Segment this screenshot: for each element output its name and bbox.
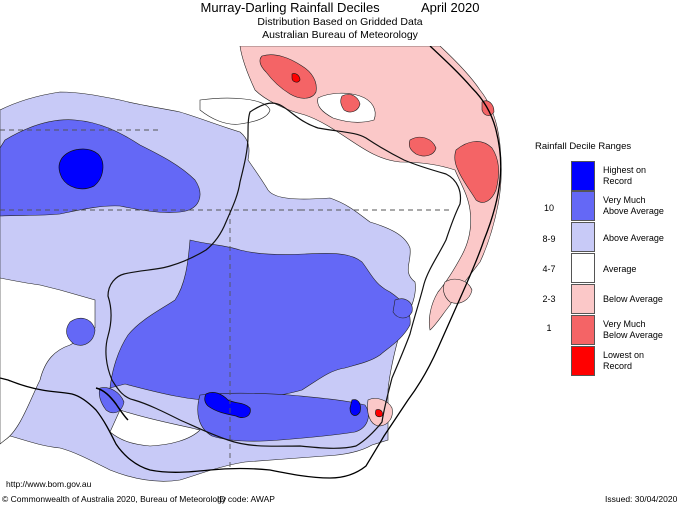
legend-range: 8-9 xyxy=(542,234,556,244)
highest-on-record-south xyxy=(204,392,251,418)
coastal-inlet xyxy=(95,387,129,421)
very-much-above-average-west-patch xyxy=(66,317,96,346)
average-pocket-north xyxy=(199,97,271,125)
legend-item-above-average: 8-9 Above Average xyxy=(530,222,680,254)
very-much-below-average-northeast-a xyxy=(340,94,361,113)
map-area xyxy=(0,46,520,492)
legend-range: 4-7 xyxy=(542,264,556,274)
legend-item-lowest-on-record: Lowest on Record xyxy=(530,346,680,378)
issued-date: Issued: 30/04/2020 xyxy=(605,494,678,504)
state-border-lines xyxy=(0,129,452,470)
map-title: Murray-Darling Rainfall Deciles April 20… xyxy=(0,0,680,15)
legend-item-average: 4-7 Average xyxy=(530,253,680,285)
very-much-below-average-coast xyxy=(454,141,499,203)
legend-label: Very Much Below Average xyxy=(603,319,663,340)
lowest-on-record-southeast xyxy=(375,409,383,418)
legend-range: 2-3 xyxy=(542,294,556,304)
legend-label: Below Average xyxy=(603,294,663,304)
highest-on-record-north xyxy=(58,148,104,190)
basin-boundary xyxy=(105,102,462,449)
legend-label: Above Average xyxy=(603,233,664,243)
legend-label: Very Much Above Average xyxy=(603,195,664,216)
below-average-mid-coast xyxy=(443,278,473,304)
period-text: April 2020 xyxy=(420,0,480,15)
very-much-below-average-northeast-b xyxy=(408,136,437,157)
legend-range: 10 xyxy=(543,203,554,213)
legend-label: Lowest on Record xyxy=(603,350,645,371)
legend-item-highest-on-record: Highest on Record xyxy=(530,161,680,193)
legend-swatch-average xyxy=(571,253,595,283)
legend-label: Highest on Record xyxy=(603,165,647,186)
bom-url: http://www.bom.gov.au xyxy=(6,479,92,489)
legend-item-below-average: 2-3 Below Average xyxy=(530,284,680,316)
legend-swatch-lowest xyxy=(571,346,595,376)
very-much-above-average-central xyxy=(109,239,411,402)
legend-swatch-very-much-below xyxy=(571,315,595,345)
legend-range: 1 xyxy=(546,323,552,333)
title-text: Murray-Darling Rainfall Deciles xyxy=(200,0,380,15)
legend-swatch-below xyxy=(571,284,595,314)
very-much-above-average-east-patch xyxy=(392,298,413,319)
legend-swatch-above xyxy=(571,222,595,252)
legend-title: Rainfall Decile Ranges xyxy=(535,141,632,152)
legend-swatch-very-much-above xyxy=(571,191,595,221)
legend-item-very-much-below-average: 1 Very Much Below Average xyxy=(530,315,680,347)
copyright-text: © Commonwealth of Australia 2020, Bureau… xyxy=(2,494,227,504)
very-much-below-average-north xyxy=(259,54,317,99)
legend-swatch-highest xyxy=(571,161,595,191)
lowest-on-record-north xyxy=(291,73,301,83)
legend-label: Average xyxy=(603,264,637,274)
average-pocket-southwest xyxy=(109,409,201,447)
id-code: ID code: AWAP xyxy=(217,494,275,504)
subtitle-agency: Australian Bureau of Meteorology xyxy=(262,29,418,41)
highest-on-record-southeast xyxy=(349,399,361,416)
rainfall-decile-map xyxy=(0,46,520,492)
legend-item-very-much-above-average: 10 Very Much Above Average xyxy=(530,191,680,223)
coastline xyxy=(0,46,502,479)
subtitle-distribution: Distribution Based on Gridded Data xyxy=(257,16,423,28)
